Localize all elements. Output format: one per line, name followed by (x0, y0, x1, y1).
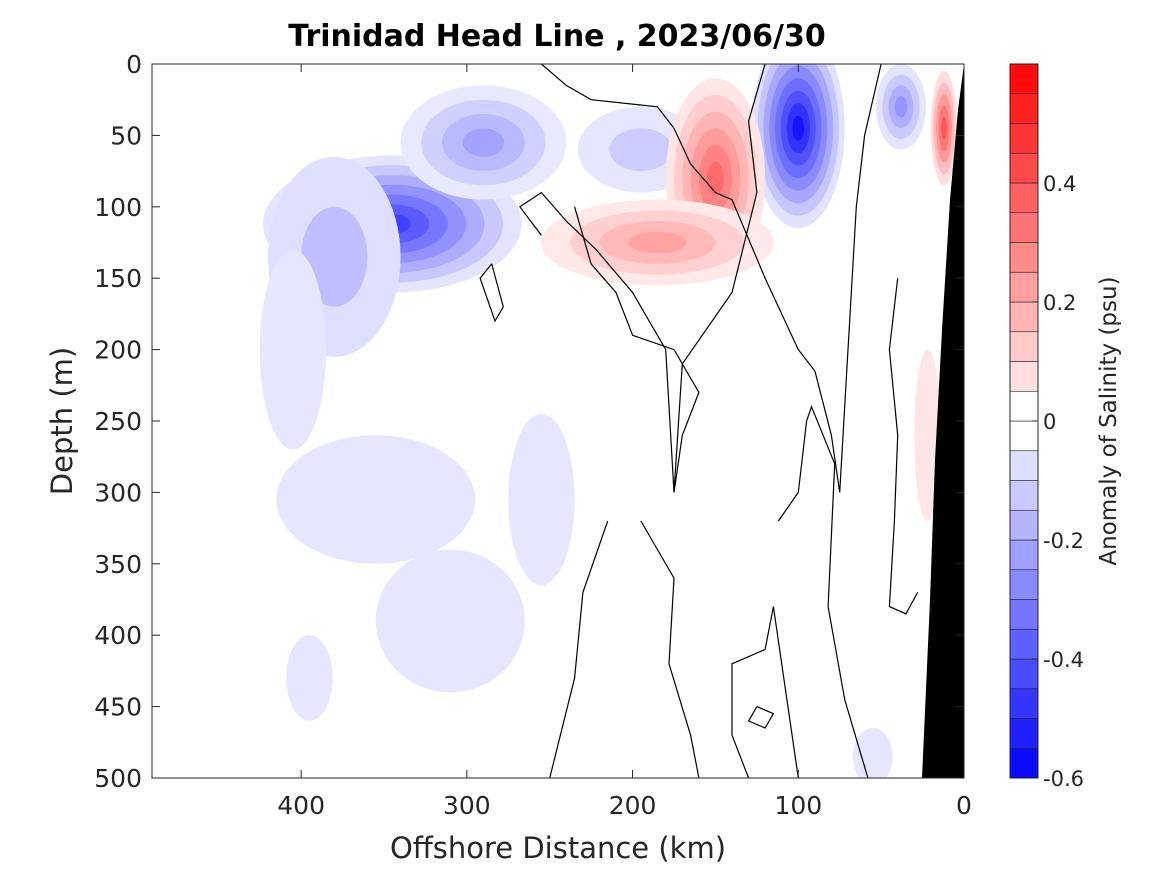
zero-contour-10 (479, 263, 504, 323)
colorbar-segment-15 (1009, 331, 1039, 362)
zero-contours (479, 64, 919, 778)
colorbar-segment-17 (1009, 271, 1039, 303)
colorbar: 0.4 0.2 0 -0.2 -0.4 -0.6 (1009, 63, 1084, 791)
y-tick-label-150: 150 (94, 264, 142, 293)
colorbar-segment-21 (1009, 152, 1039, 184)
y-tick-label-450: 450 (94, 693, 142, 722)
patch-shelf-high-level-6 (707, 161, 724, 195)
zero-contour-7 (549, 520, 609, 778)
patch-upper-low-b-level-2 (609, 128, 673, 172)
zero-contour-11 (888, 278, 919, 615)
colorbar-segment-3 (1009, 688, 1039, 719)
salinity-field (259, 64, 958, 778)
patch-offshore-low-level-2 (301, 206, 368, 307)
x-axis: 400 300 200 100 0 (277, 64, 972, 820)
patch-deep-low-c-level-1 (375, 549, 525, 693)
colorbar-tick-label-2: 0.2 (1043, 291, 1076, 315)
x-axis-label: Offshore Distance (km) (390, 831, 726, 865)
patch-near-low-level-4 (894, 96, 908, 118)
y-axis-label: Depth (m) (45, 347, 79, 495)
colorbar-segment-24 (1009, 63, 1039, 95)
colorbar-tick-label-1: 0.4 (1043, 172, 1076, 196)
colorbar-tick-label-5: -0.4 (1043, 648, 1084, 672)
x-tick-label-300: 300 (443, 791, 491, 820)
x-tick-label-200: 200 (609, 791, 657, 820)
patch-coastal-high-level-5 (941, 116, 947, 140)
x-tick-label-400: 400 (277, 791, 325, 820)
colorbar-segment-8 (1009, 539, 1039, 571)
y-axis: 0 50 100 150 200 250 300 350 400 450 500 (94, 50, 964, 793)
patch-far-low-level-1 (259, 249, 326, 450)
colorbar-segment-2 (1009, 718, 1039, 749)
x-tick-label-100: 100 (774, 791, 822, 820)
zero-contour-4 (673, 64, 766, 493)
y-tick-label-300: 300 (94, 478, 142, 507)
y-tick-label-200: 200 (94, 336, 142, 365)
colorbar-segment-16 (1009, 301, 1039, 333)
colorbar-segment-7 (1009, 569, 1039, 600)
patch-bottom-low-level-1 (852, 728, 893, 778)
patch-deep-low-d-level-1 (276, 435, 476, 564)
colorbar-segment-10 (1009, 480, 1039, 511)
colorbar-segment-13 (1009, 390, 1039, 422)
zero-contour-8 (731, 606, 799, 778)
zero-contour-2 (839, 64, 882, 493)
colorbar-tick-label-3: 0 (1043, 410, 1056, 434)
patch-shelf-high-b-level-4 (628, 231, 687, 254)
colorbar-segment-23 (1009, 93, 1039, 124)
patch-deep-low-b-level-1 (508, 413, 575, 586)
colorbar-segment-11 (1009, 450, 1039, 481)
colorbar-segment-22 (1009, 123, 1039, 154)
colorbar-tick-label-4: -0.2 (1043, 529, 1084, 553)
colorbar-segment-1 (1009, 747, 1039, 779)
y-tick-label-0: 0 (126, 50, 142, 79)
colorbar-segment-9 (1009, 509, 1039, 541)
zero-contour-5 (777, 404, 869, 778)
patch-deep-low-e-level-1 (286, 635, 333, 721)
colorbar-segment-14 (1009, 361, 1039, 392)
zero-contour-6 (640, 520, 700, 778)
zero-contour-1 (541, 64, 841, 493)
colorbar-segment-6 (1009, 599, 1039, 630)
colorbar-segment-5 (1009, 628, 1039, 660)
colorbar-segment-20 (1009, 182, 1039, 214)
patch-upper-low-level-4 (462, 128, 505, 157)
chart-title: Trinidad Head Line , 2023/06/30 (288, 19, 825, 54)
y-tick-label-350: 350 (94, 550, 142, 579)
y-tick-label-50: 50 (110, 121, 142, 150)
colorbar-segment-18 (1009, 242, 1039, 273)
patch-surface-low-level-8 (792, 115, 805, 141)
colorbar-label: Anomaly of Salinity (psu) (1096, 276, 1122, 565)
bathymetry-shelf (922, 64, 964, 778)
y-tick-label-400: 400 (94, 621, 142, 650)
colorbar-segment-19 (1009, 212, 1039, 243)
patch-coastal-hi-b-level-1 (914, 349, 941, 521)
colorbar-tick-label-6: -0.6 (1043, 767, 1084, 791)
y-tick-label-250: 250 (94, 407, 142, 436)
x-tick-label-0: 0 (956, 791, 972, 820)
zero-contour-9 (747, 706, 775, 729)
colorbar-segment-12 (1009, 420, 1039, 452)
colorbar-segment-4 (1009, 658, 1039, 690)
y-tick-label-500: 500 (94, 764, 142, 793)
y-tick-label-100: 100 (94, 193, 142, 222)
